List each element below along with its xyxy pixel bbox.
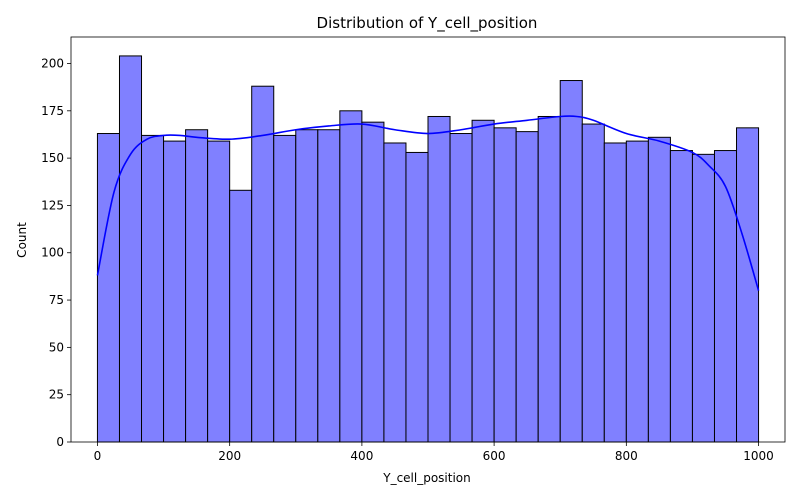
histogram-bar: [713, 150, 738, 443]
y-tick-label: 150: [41, 151, 64, 165]
histogram-bar: [625, 140, 649, 443]
histogram-bar: [405, 151, 429, 443]
x-tick-label: 200: [218, 449, 241, 463]
x-tick-label: 600: [483, 449, 506, 463]
y-tick-label: 25: [49, 388, 64, 402]
x-axis-label: Y_cell_position: [382, 471, 471, 485]
plot-frame: [70, 36, 786, 443]
histogram-bar: [118, 55, 143, 443]
histogram-bar: [141, 134, 165, 443]
bars-group: [96, 55, 760, 443]
histogram-bar: [581, 123, 605, 443]
histogram-bar: [691, 153, 715, 443]
kde-line: [96, 115, 760, 291]
histogram-bar: [317, 129, 341, 443]
histogram-bar: [383, 142, 407, 443]
histogram-bar: [185, 129, 209, 443]
histogram-bar: [229, 189, 253, 443]
y-tick-label: 125: [41, 198, 64, 212]
y-tick-label: 200: [41, 56, 64, 70]
histogram-bar: [361, 121, 385, 443]
x-tick-label: 0: [94, 449, 102, 463]
y-tick-label: 0: [56, 435, 64, 449]
histogram-bar: [339, 110, 363, 443]
histogram-bar: [163, 140, 187, 443]
chart-title: Distribution of Y_cell_position: [317, 14, 538, 33]
histogram-bar: [537, 115, 561, 443]
histogram-bar: [471, 119, 495, 443]
histogram-bar: [96, 133, 120, 443]
histogram-bar: [493, 127, 517, 443]
y-tick-label: 100: [41, 246, 64, 260]
x-tick-label: 400: [350, 449, 373, 463]
y-tick-label: 50: [49, 340, 64, 354]
axes-group: 0 200 400 600 800 1000 0 25 50 75 100 125 150 175 200: [41, 36, 786, 463]
histogram-bar: [449, 133, 473, 443]
histogram-bar: [427, 115, 451, 443]
x-tick-label: 1000: [743, 449, 774, 463]
x-tick-label: 800: [615, 449, 638, 463]
histogram-bar: [295, 129, 319, 443]
histogram-bar: [515, 131, 539, 443]
y-axis-label: Count: [15, 222, 29, 258]
histogram-bar: [559, 80, 583, 443]
histogram-bar: [251, 85, 275, 443]
kde-group: [96, 115, 760, 291]
y-tick-label: 175: [41, 104, 64, 118]
histogram-bar: [647, 136, 671, 443]
y-tick-label: 75: [49, 293, 64, 307]
histogram-bar: [603, 142, 627, 443]
histogram-bar: [736, 127, 760, 443]
histogram-bar: [273, 134, 297, 443]
histogram-bar: [669, 150, 693, 443]
histogram-bar: [207, 140, 231, 443]
